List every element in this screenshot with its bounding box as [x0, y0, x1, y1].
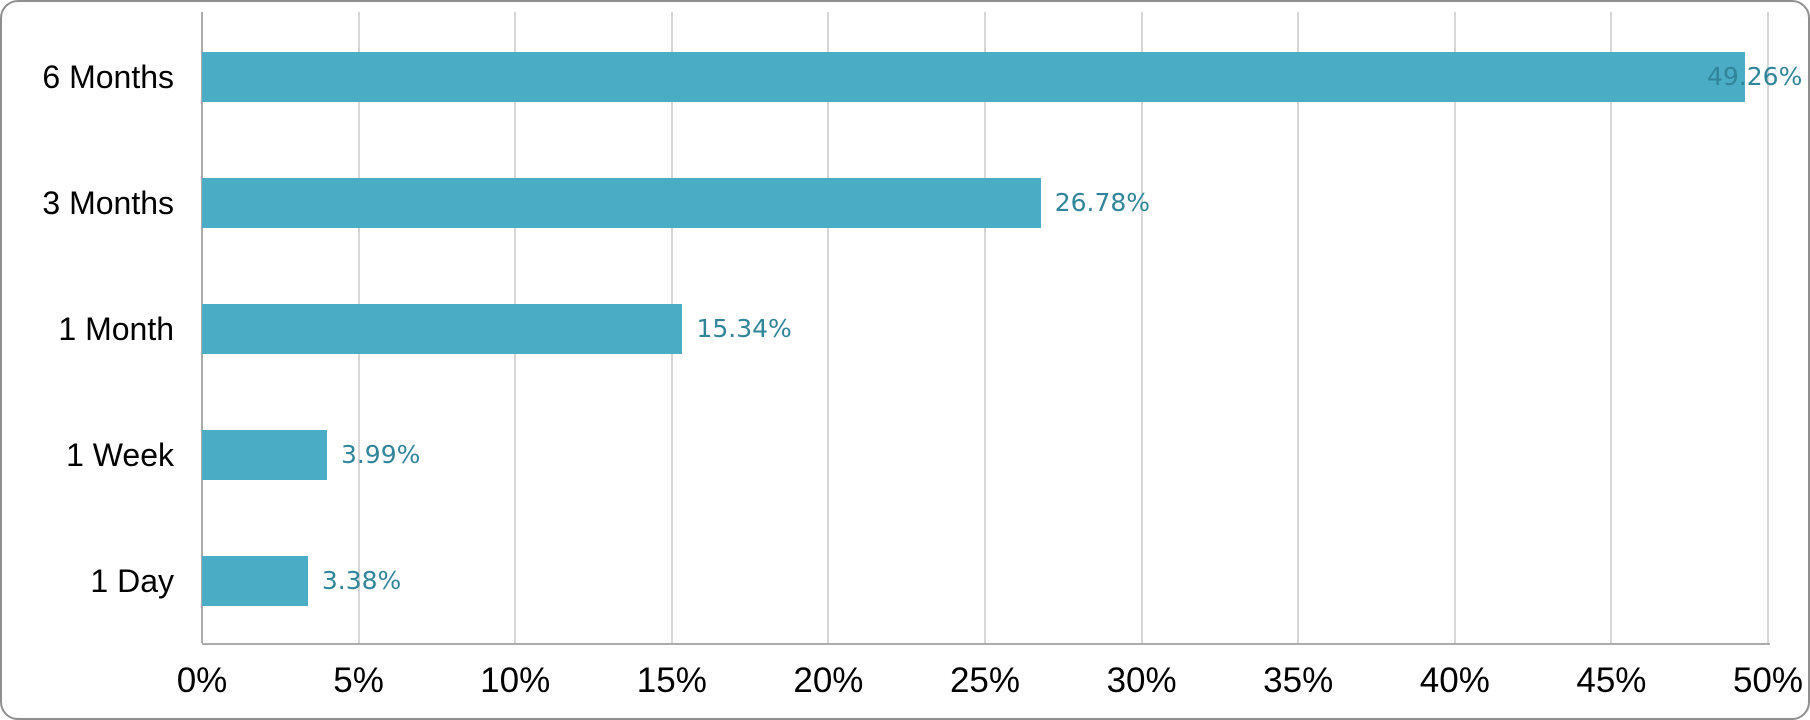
bar-1-week — [202, 430, 327, 480]
x-tick-label-25-: 25% — [949, 661, 1021, 700]
value-label-3-months: 26.78% — [1054, 188, 1151, 217]
bar-1-month — [202, 304, 683, 354]
x-tick-label-30-: 30% — [1106, 661, 1177, 700]
value-label-6-months: 49.26% — [1707, 62, 1803, 91]
bar-6-months — [202, 52, 1745, 102]
bar-3-months — [202, 178, 1041, 228]
value-label-1-month: 15.34% — [696, 314, 792, 343]
x-tick-label-40-: 40% — [1419, 661, 1490, 700]
x-tick-label-5-: 5% — [333, 661, 384, 700]
x-tick-label-50-: 50% — [1732, 661, 1804, 700]
gridline — [1610, 12, 1613, 643]
category-label-1-month: 1 Month — [58, 311, 174, 347]
x-axis-line — [202, 643, 1770, 645]
gridline — [827, 12, 830, 643]
x-tick-label-20-: 20% — [793, 661, 864, 700]
category-label-1-week: 1 Week — [66, 437, 174, 473]
gridline — [1297, 12, 1300, 643]
x-tick-label-35-: 35% — [1263, 661, 1334, 700]
gridline — [984, 12, 986, 643]
bar-1-day — [202, 556, 308, 606]
x-tick-label-45-: 45% — [1576, 661, 1647, 700]
category-label-6-months: 6 Months — [42, 59, 174, 95]
gridline — [1767, 12, 1769, 643]
value-label-1-day: 3.38% — [321, 566, 402, 595]
value-label-1-week: 3.99% — [340, 440, 421, 469]
x-tick-label-15-: 15% — [636, 661, 707, 700]
category-label-3-months: 3 Months — [42, 185, 174, 221]
x-tick-label-0-: 0% — [176, 661, 228, 700]
category-label-1-day: 1 Day — [90, 563, 174, 599]
x-tick-label-10-: 10% — [480, 661, 551, 700]
gridline — [1453, 12, 1456, 643]
gridline — [1140, 12, 1143, 643]
